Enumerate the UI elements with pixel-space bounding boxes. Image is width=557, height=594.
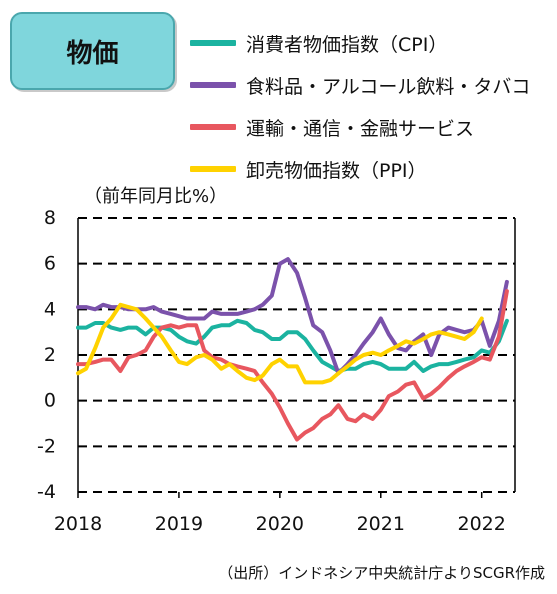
y-tick-label: 6 <box>44 253 56 275</box>
series-line <box>76 257 509 376</box>
legend-item: 卸売物価指数（PPI） <box>190 148 530 190</box>
legend-label: 食料品・アルコール飲料・タバコ <box>246 75 531 98</box>
legend-label: 運輸・通信・金融サービス <box>246 117 475 140</box>
series-line <box>76 289 509 442</box>
y-tick-label: -4 <box>37 481 56 503</box>
y-tick-label: 2 <box>44 344 56 366</box>
legend-item: 消費者物価指数（CPI） <box>190 22 530 64</box>
x-tick-label: 2022 <box>458 513 506 535</box>
y-axis-title: （前年同月比%） <box>84 186 227 207</box>
legend-label: 卸売物価指数（PPI） <box>246 159 427 182</box>
legend-swatch <box>190 124 236 130</box>
legend: 消費者物価指数（CPI） 食料品・アルコール飲料・タバコ 運輸・通信・金融サービス卸… <box>190 22 530 190</box>
series-line <box>76 302 484 385</box>
x-tick-label: 2018 <box>54 513 102 535</box>
legend-swatch <box>190 166 236 172</box>
y-tick-label: 8 <box>44 207 56 229</box>
legend-swatch <box>190 40 236 46</box>
y-tick-label: -2 <box>37 435 56 457</box>
y-tick-label: 0 <box>44 390 56 412</box>
x-tick-label: 2020 <box>256 513 304 535</box>
source-note: （出所）インドネシア中央統計庁よりSCGR作成 <box>218 564 545 582</box>
x-tick-label: 2021 <box>357 513 405 535</box>
title-box: 物価 <box>10 12 175 90</box>
legend-label: 消費者物価指数（CPI） <box>246 33 448 56</box>
legend-swatch <box>190 82 236 88</box>
legend-item: 食料品・アルコール飲料・タバコ <box>190 64 530 106</box>
legend-item: 運輸・通信・金融サービス <box>190 106 530 148</box>
series-line <box>76 318 509 373</box>
x-tick-label: 2019 <box>155 513 203 535</box>
y-tick-label: 4 <box>44 298 56 320</box>
chart-title: 物価 <box>66 38 119 69</box>
